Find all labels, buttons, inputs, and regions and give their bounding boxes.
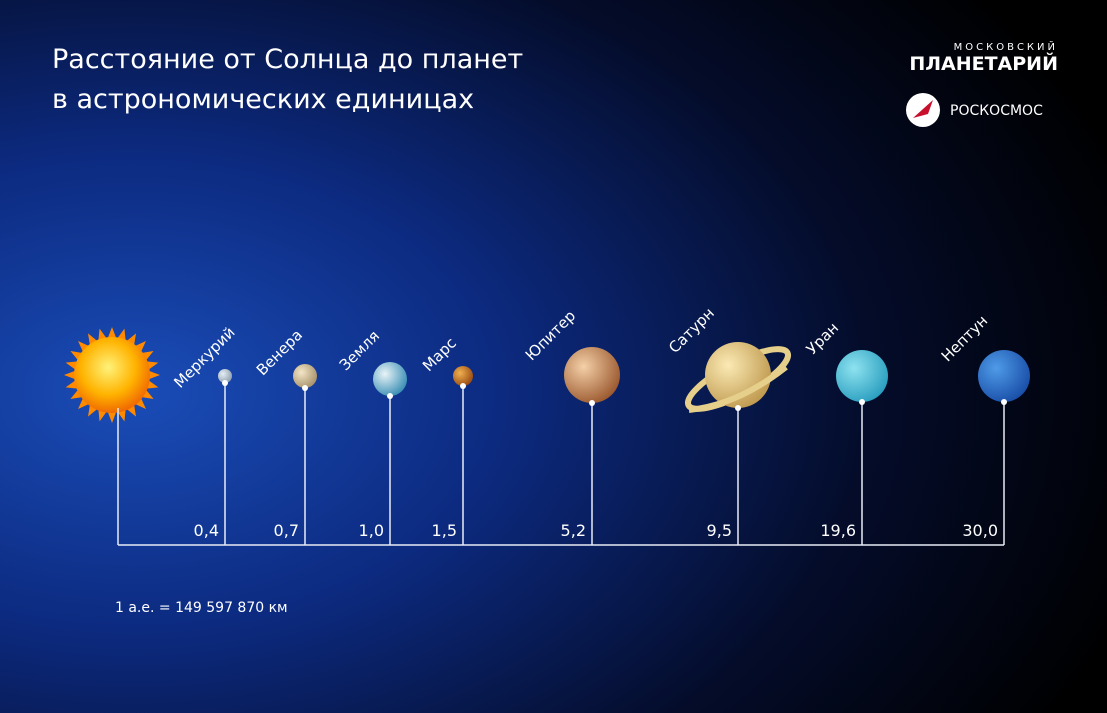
planet-dot — [302, 385, 308, 391]
sun-ray — [107, 410, 117, 423]
planet-distance: 1,0 — [359, 521, 384, 540]
sun-ray — [133, 341, 146, 354]
planet — [564, 347, 620, 403]
planet-distance: 19,6 — [820, 521, 856, 540]
sun-ray — [147, 370, 160, 380]
planet-distance: 1,5 — [432, 521, 457, 540]
planet — [293, 364, 317, 388]
planet-dot — [859, 399, 865, 405]
sun-ray — [107, 327, 117, 340]
sun-ray — [133, 396, 146, 409]
planet-dot — [222, 380, 228, 386]
planet — [218, 369, 232, 383]
planet-distance: 0,7 — [274, 521, 299, 540]
planet — [453, 366, 473, 386]
title-line: в астрономических единицах — [52, 84, 474, 115]
planet-dot — [589, 400, 595, 406]
logo-big: ПЛАНЕТАРИЙ — [909, 52, 1058, 75]
sun-ray — [64, 370, 77, 380]
partner-logo-mark — [913, 100, 933, 118]
planet — [373, 362, 407, 396]
planet-dot — [735, 405, 741, 411]
sun-ray — [78, 341, 91, 354]
sun — [64, 327, 160, 423]
planet-dot — [460, 383, 466, 389]
planet-distance: 9,5 — [707, 521, 732, 540]
planet-distance: 30,0 — [962, 521, 998, 540]
partner-name: РОСКОСМОС — [950, 103, 1043, 119]
planet-distance: 0,4 — [194, 521, 219, 540]
planet-ring-front — [688, 364, 788, 413]
planet-distance: 5,2 — [561, 521, 586, 540]
sun-ray — [78, 396, 91, 409]
title-line: Расстояние от Солнца до планет — [52, 44, 523, 75]
planet — [836, 350, 888, 402]
footnote: 1 а.е. = 149 597 870 км — [115, 600, 288, 616]
planet-dot — [1001, 399, 1007, 405]
planet-dot — [387, 393, 393, 399]
planet — [978, 350, 1030, 402]
sun-body — [74, 337, 150, 413]
logo-small: МОСКОВСКИЙ — [954, 40, 1058, 53]
